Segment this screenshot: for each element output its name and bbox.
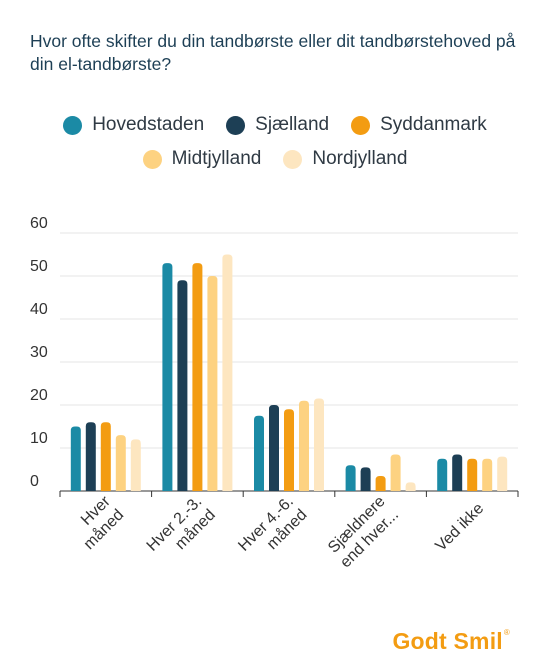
legend-swatch-icon — [351, 115, 371, 135]
y-tick-label: 0 — [30, 473, 39, 490]
brand-text: Godt Smil — [392, 628, 503, 654]
x-tick-label: Hver 2.-3.måned — [144, 493, 219, 568]
bar[interactable] — [207, 276, 218, 491]
y-tick-label: 50 — [30, 258, 48, 275]
svg-text:Sjældnereend hver...: Sjældnereend hver... — [324, 493, 402, 571]
legend-swatch-icon — [283, 149, 303, 169]
legend: Hovedstaden Sjælland Syddanmark Midtjyll… — [0, 108, 550, 176]
y-tick-label: 60 — [30, 215, 48, 232]
bar[interactable] — [284, 409, 294, 491]
legend-row-1: Hovedstaden Sjælland Syddanmark — [0, 108, 550, 142]
bar[interactable] — [299, 400, 309, 491]
legend-item-nordjylland[interactable]: Nordjylland — [283, 148, 407, 170]
bar[interactable] — [177, 280, 188, 491]
legend-item-sjaelland[interactable]: Sjælland — [226, 114, 329, 136]
legend-swatch-icon — [142, 149, 162, 169]
bar[interactable] — [452, 454, 463, 491]
x-tick-label: Hvermåned — [67, 493, 128, 554]
y-tick-label: 10 — [30, 430, 48, 447]
bar[interactable] — [85, 422, 96, 491]
x-tick-label-line: Ved ikke — [432, 500, 487, 555]
bar[interactable] — [100, 422, 111, 491]
bar[interactable] — [115, 435, 126, 491]
y-tick-label: 30 — [30, 344, 48, 361]
bar[interactable] — [467, 458, 478, 491]
registered-mark-icon: ® — [503, 628, 510, 637]
legend-row-2: Midtjylland Nordjylland — [0, 142, 550, 176]
x-tick-label: Ved ikke — [432, 500, 487, 555]
bar[interactable] — [497, 456, 508, 491]
bar[interactable] — [437, 458, 448, 491]
svg-text:Hver 4.-6.måned: Hver 4.-6.måned — [235, 493, 310, 568]
bar[interactable] — [269, 405, 279, 491]
bar[interactable] — [360, 467, 371, 491]
svg-text:Hver 2.-3.måned: Hver 2.-3.måned — [144, 493, 219, 568]
bar[interactable] — [254, 415, 264, 491]
bar[interactable] — [405, 482, 416, 491]
bar[interactable] — [390, 454, 401, 491]
bar[interactable] — [222, 254, 233, 492]
bar[interactable] — [70, 426, 81, 492]
bar[interactable] — [375, 475, 386, 491]
bar[interactable] — [192, 263, 203, 491]
legend-label: Sjælland — [255, 114, 330, 135]
legend-item-midtjylland[interactable]: Midtjylland — [142, 148, 262, 170]
legend-item-hovedstaden[interactable]: Hovedstaden — [63, 114, 204, 136]
brand-logo: Godt Smil® — [392, 628, 510, 655]
chart-title: Hvor ofte skifter du din tandbørste elle… — [30, 31, 516, 74]
legend-label: Midtjylland — [171, 148, 262, 169]
bar[interactable] — [314, 398, 324, 491]
bar-chart: 0 10 20 30 40 50 60 Hvermåned Hver 2.-3.måned Hve… — [30, 215, 519, 571]
bar[interactable] — [345, 465, 356, 491]
legend-label: Syddanmark — [380, 114, 487, 135]
svg-text:Ved ikke: Ved ikke — [432, 500, 487, 555]
y-tick-label: 20 — [30, 387, 48, 404]
legend-label: Hovedstaden — [92, 114, 205, 135]
legend-label: Nordjylland — [312, 148, 408, 169]
bar[interactable] — [482, 458, 493, 491]
x-tick-label: Sjældnereend hver... — [324, 493, 402, 571]
bar[interactable] — [162, 263, 173, 491]
legend-swatch-icon — [226, 115, 246, 135]
legend-swatch-icon — [63, 115, 83, 135]
y-tick-label: 40 — [30, 301, 48, 318]
x-tick-label: Hver 4.-6.måned — [235, 493, 310, 568]
legend-item-syddanmark[interactable]: Syddanmark — [351, 114, 487, 136]
svg-text:Hvermåned: Hvermåned — [67, 493, 128, 554]
bar[interactable] — [130, 439, 141, 491]
